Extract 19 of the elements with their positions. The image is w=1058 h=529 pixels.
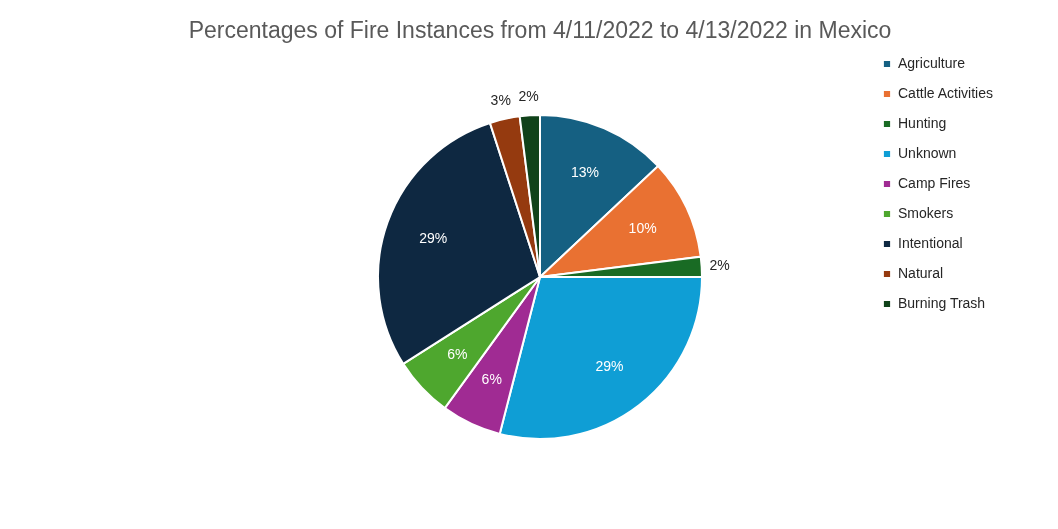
data-label: 29% <box>595 357 624 374</box>
legend-label: Intentional <box>898 235 963 251</box>
data-label: 2% <box>709 256 730 273</box>
data-label: 10% <box>628 219 657 236</box>
legend-label: Burning Trash <box>898 295 986 311</box>
legend-label: Cattle Activities <box>898 85 993 101</box>
legend-label: Agriculture <box>898 55 966 71</box>
data-label: 6% <box>481 370 502 387</box>
legend-label: Unknown <box>898 145 957 161</box>
legend-label: Natural <box>898 265 944 281</box>
legend-label: Smokers <box>898 205 954 221</box>
data-label: 29% <box>419 229 448 246</box>
data-label: 3% <box>490 92 511 109</box>
legend-label: Camp Fires <box>898 175 971 191</box>
legend-label: Hunting <box>898 115 947 131</box>
data-label: 6% <box>447 345 468 362</box>
data-label: 2% <box>518 88 539 105</box>
chart-title: Percentages of Fire Instances from 4/11/2022 to 4/13/2022 in Mexico <box>188 17 892 43</box>
data-label: 13% <box>571 163 600 180</box>
